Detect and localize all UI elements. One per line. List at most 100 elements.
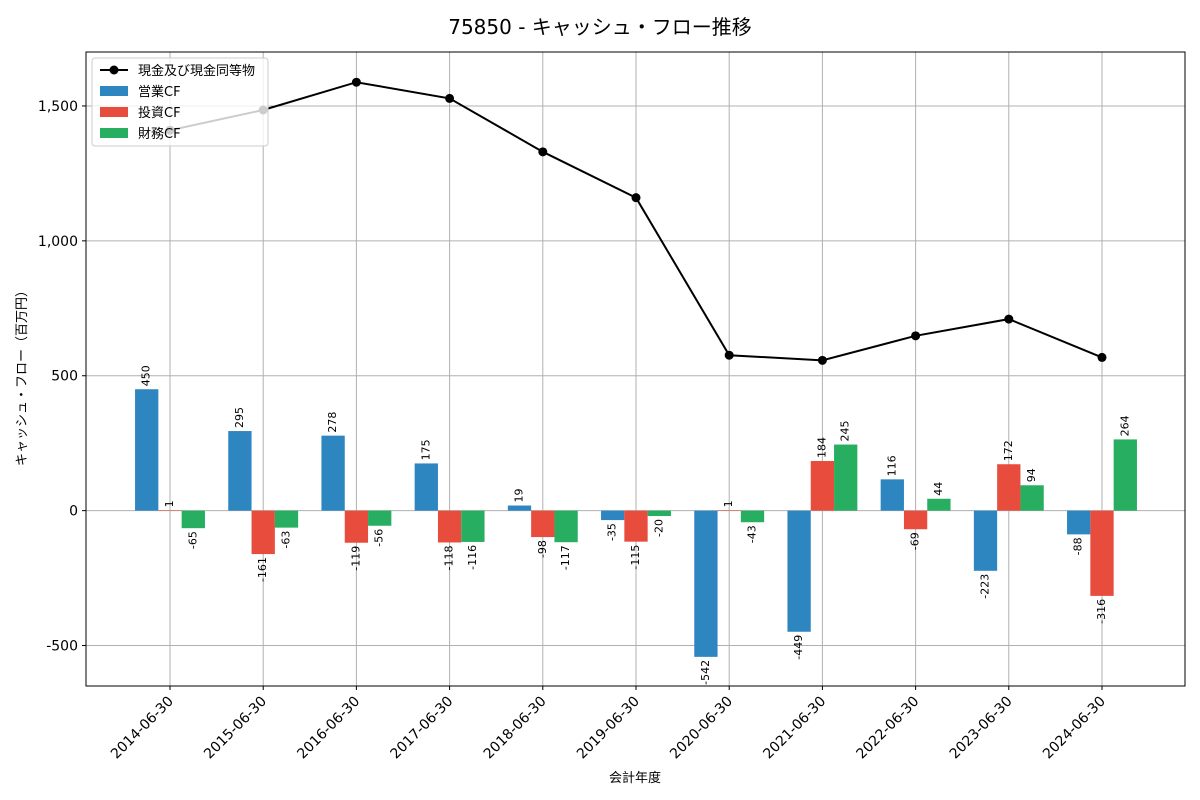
bar-value-label: -449: [792, 635, 805, 660]
bar-1: [507, 505, 532, 511]
bar-value-label: -116: [466, 545, 479, 570]
bar-3: [274, 510, 299, 528]
cash-line-point: [724, 350, 734, 360]
bar-3: [647, 510, 671, 517]
cash-line-point: [817, 355, 827, 365]
bar-2: [344, 510, 369, 543]
bar-value-label: -119: [349, 546, 362, 571]
x-tick-label: 2024-06-30: [1040, 694, 1109, 763]
bars: [135, 389, 1137, 657]
bar-2: [437, 510, 462, 543]
bar-2: [158, 510, 182, 511]
bar-value-label: 245: [839, 421, 852, 442]
legend-label: 投資CF: [138, 105, 181, 121]
x-tick-label: 2014-06-30: [108, 694, 177, 763]
bar-value-label: -88: [1072, 537, 1085, 555]
legend-label: 財務CF: [138, 127, 181, 142]
bar-value-label: 1: [163, 500, 176, 507]
x-tick-label: 2015-06-30: [201, 694, 270, 763]
bar-3: [927, 498, 951, 511]
bar-value-label: -316: [1095, 599, 1108, 624]
legend-label: 営業CF: [138, 84, 181, 100]
bar-3: [368, 510, 392, 526]
legend-marker: [109, 65, 119, 75]
x-tick-label: 2016-06-30: [294, 694, 363, 763]
bar-1: [414, 463, 438, 511]
y-tick-label: 0: [69, 504, 78, 520]
bar-2: [251, 510, 275, 555]
bar-value-label: -161: [256, 557, 269, 582]
cash-line-point: [538, 147, 548, 157]
bar-2: [997, 464, 1021, 511]
bar-value-label: 278: [326, 412, 339, 433]
bar-value-label: -69: [909, 532, 922, 550]
bar-1: [601, 510, 625, 521]
cash-line: [165, 77, 1107, 365]
bar-1: [694, 510, 718, 657]
bar-2: [531, 510, 555, 538]
bar-2: [717, 510, 741, 511]
bar-value-label: -35: [606, 523, 619, 541]
bar-3: [1020, 485, 1044, 511]
bar-3: [181, 510, 205, 529]
x-tick-label: 2023-06-30: [947, 694, 1016, 763]
bar-3: [554, 510, 578, 543]
bar-value-label: -65: [186, 531, 199, 549]
chart-title: 75850 - キャッシュ・フロー推移: [448, 15, 752, 39]
x-tick-label: 2021-06-30: [760, 694, 829, 763]
bar-value-label: 94: [1025, 468, 1038, 482]
x-axis-label: 会計年度: [609, 770, 661, 786]
bar-value-label: 172: [1002, 440, 1015, 461]
bar-value-label: 116: [885, 455, 898, 476]
bar-value-label: -223: [979, 574, 992, 599]
bar-value-label: 175: [419, 439, 432, 460]
cash-line-point: [911, 331, 921, 341]
bar-value-label: 295: [233, 407, 246, 428]
x-tick-label: 2018-06-30: [481, 694, 550, 763]
bar-1: [228, 431, 252, 511]
cash-line-point: [631, 193, 641, 203]
bar-value-label: 19: [513, 489, 526, 503]
legend-swatch: [100, 107, 128, 117]
bar-value-label: 1: [722, 500, 735, 507]
bar-1: [787, 510, 811, 632]
bar-value-label: -117: [559, 545, 572, 570]
bar-value-label: -56: [373, 529, 386, 547]
x-tick-label: 2022-06-30: [854, 694, 923, 763]
legend-swatch: [100, 86, 128, 96]
bar-3: [461, 510, 485, 542]
bar-1: [321, 435, 345, 511]
bar-1: [135, 389, 159, 511]
x-tick-label: 2019-06-30: [574, 694, 643, 763]
bar-value-label: -118: [443, 545, 456, 570]
bar-1: [1067, 510, 1091, 535]
bar-2: [903, 510, 928, 530]
bar-1: [973, 510, 998, 571]
cash-line-point: [1097, 352, 1107, 362]
cash-line-point: [445, 93, 455, 103]
bar-value-label: -98: [536, 540, 549, 558]
bar-value-label: -20: [652, 519, 665, 537]
bar-value-label: -43: [746, 525, 759, 543]
cash-line-point: [351, 77, 361, 87]
grid: [86, 52, 1185, 686]
bar-2: [624, 510, 648, 542]
legend-swatch: [100, 128, 128, 138]
bar-2: [810, 460, 835, 511]
y-tick-label: -500: [46, 639, 78, 655]
y-axis-label: キャッシュ・フロー（百万円）: [15, 284, 30, 466]
legend-box: [91, 57, 269, 147]
bar-labels: 450 295 278 175 19 -35 -542 -449 116 -223 -88 1 -161…: [140, 365, 1132, 685]
bar-3: [834, 444, 858, 511]
bar-value-label: -115: [629, 545, 642, 570]
bar-value-label: 450: [140, 365, 153, 386]
bar-value-label: -542: [699, 660, 712, 685]
y-tick-label: 1,500: [38, 99, 78, 115]
y-tick-label: 1,000: [38, 234, 78, 250]
y-axis-ticks: -500 0 500 1,000 1,500: [38, 99, 86, 655]
bar-value-label: 44: [932, 482, 945, 496]
bar-1: [880, 479, 904, 511]
